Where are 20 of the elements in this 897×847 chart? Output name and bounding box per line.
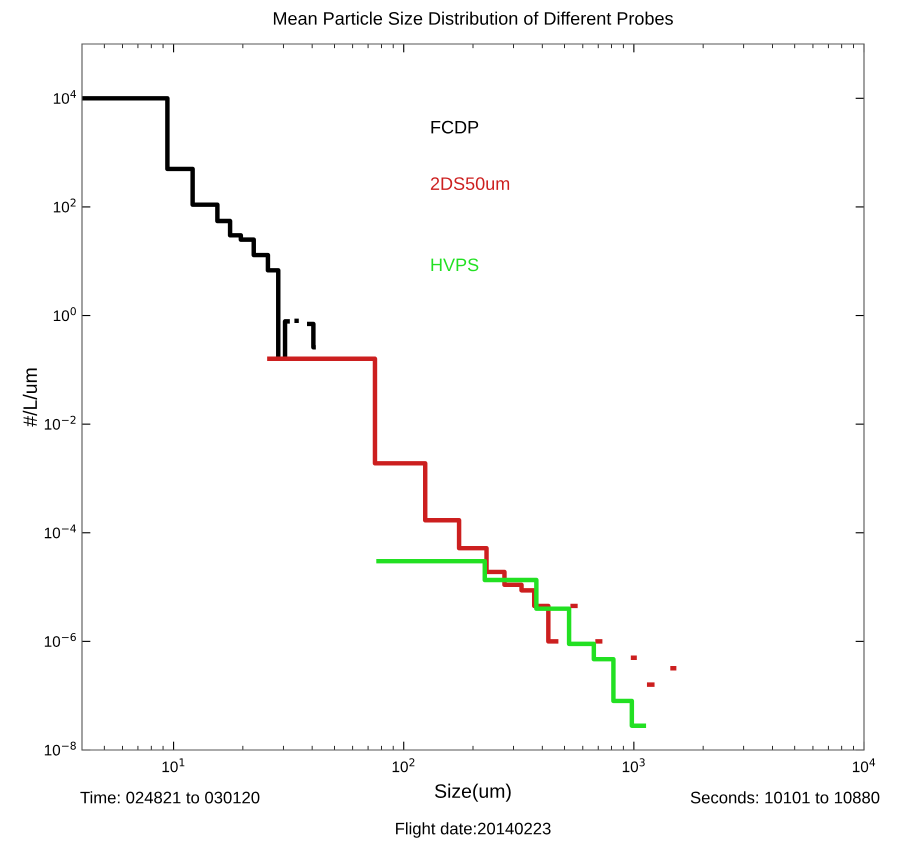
y-tick-label: 10$^{−6}$ — [44, 633, 76, 647]
text: FCDP — [431, 120, 478, 134]
text: 2DS50um — [430, 177, 510, 190]
text: Seconds: 10101 to 10880 — [690, 791, 880, 804]
x-tick-label: 10$^{2}$ — [392, 758, 414, 772]
y-tick-label: 10$^{4}$ — [54, 90, 76, 104]
x-tick-label: 10$^{4}$ — [852, 758, 876, 772]
y-tick-label: 10$^{2}$ — [54, 198, 76, 212]
text: Time: 024821 to 030120 — [80, 791, 260, 804]
text: HVPS — [431, 258, 478, 272]
y-tick-label: 10$^{−2}$ — [44, 416, 76, 430]
x-tick-label: 10$^{1}$ — [162, 758, 184, 772]
y-tick-label: 10$^{0}$ — [54, 307, 76, 322]
y-tick-label: 10$^{−8}$ — [44, 742, 76, 756]
chart-title: Mean Particle Size Distribution of Different Probes — [274, 12, 673, 25]
text: Flight date:20140223 — [396, 822, 551, 838]
x-axis-title: Size(um) — [434, 784, 511, 802]
y-axis-title: #/L/um — [22, 368, 38, 427]
x-tick-label: 10$^{3}$ — [622, 758, 645, 772]
y-tick-label: 10$^{−4}$ — [44, 524, 76, 538]
